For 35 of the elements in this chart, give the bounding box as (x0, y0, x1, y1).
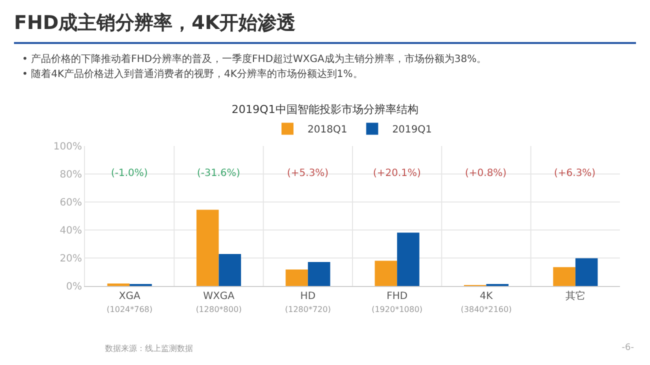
annotation: (+20.1%) (373, 168, 422, 179)
x-tick-label: FHD (1920*1080) (372, 291, 423, 314)
legend-label: 2019Q1 (392, 124, 432, 136)
legend-label: 2018Q1 (308, 124, 348, 136)
bar (575, 258, 598, 286)
annotation: (-31.6%) (197, 168, 240, 179)
y-tick-label: 100% (53, 142, 82, 152)
chart-title: FHD成主销分辨率，4K开始渗透 (14, 11, 296, 36)
x-tick-label: 其它 (565, 290, 586, 302)
source-note: 数据来源：线上监测数据 (105, 343, 193, 354)
annotation: (+0.8%) (465, 168, 507, 179)
annotation: (+5.3%) (287, 168, 329, 179)
chart-subtitle: 2019Q1中国智能投影市场分辨率结构 (232, 102, 418, 116)
annotation: (+6.3%) (554, 168, 596, 179)
x-tick-label: 4K (3840*2160) (460, 291, 512, 314)
bar (286, 269, 308, 286)
bar (374, 260, 398, 286)
bar (107, 283, 130, 286)
bar (553, 267, 576, 286)
x-tick-label: XGA (1024*768) (106, 291, 153, 314)
bar (397, 232, 420, 286)
y-tick-label: 0% (66, 282, 82, 292)
annotation: (-1.0%) (111, 168, 148, 179)
bar (218, 254, 242, 286)
y-tick-label: 80% (60, 170, 82, 180)
x-tick-label: HD (1280*720) (284, 291, 331, 314)
y-tick-label: 20% (60, 254, 82, 264)
text: • 随着4K产品价格进入到普通消费者的视野，4K分辨率的市场份额达到1%。 (22, 68, 364, 82)
y-tick-label: 40% (60, 226, 82, 236)
bar (196, 210, 219, 286)
text: • 产品价格的下降推动着FHD分辨率的普及，一季度FHD超过WXGA成为主销分辨率，市场份额为38%。 (22, 52, 487, 67)
y-tick-label: 60% (60, 198, 82, 208)
text: -6- (622, 343, 634, 353)
x-tick-label: WXGA (1280*800) (196, 291, 242, 314)
bar (308, 262, 330, 286)
